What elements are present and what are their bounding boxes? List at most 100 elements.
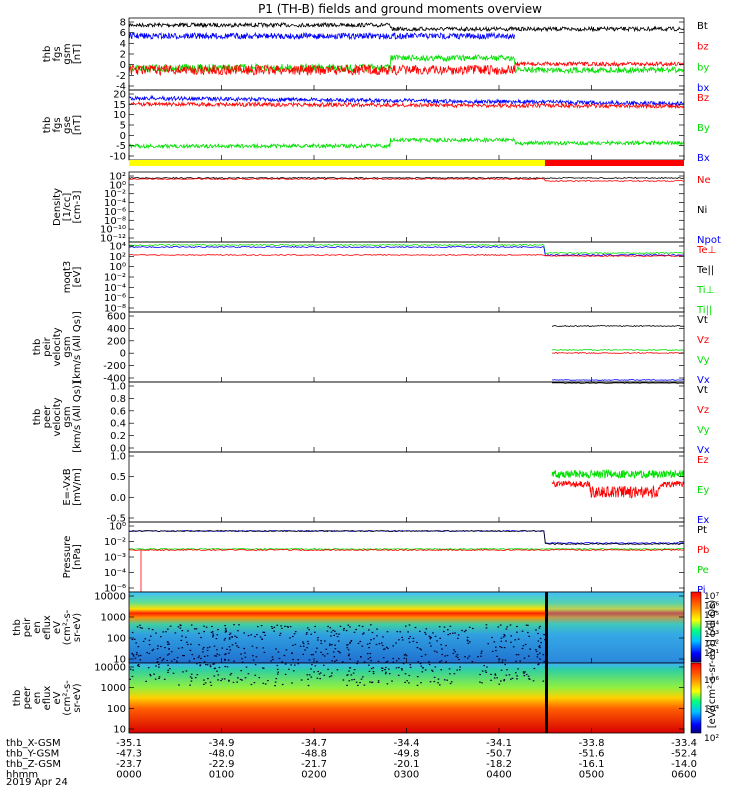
spectrogram-pixel: [349, 642, 351, 644]
spectrogram-pixel: [240, 653, 242, 655]
legend-pressure: Pt: [697, 525, 707, 536]
spectrogram-pixel: [131, 675, 134, 678]
legend-pressure: Pb: [697, 545, 709, 556]
y-tick-label: 15: [113, 100, 126, 111]
colorbar-peer: [690, 662, 702, 734]
plot-area-velocity-gsm: [551, 324, 684, 381]
plot-area-density: [129, 176, 684, 182]
spectrogram-pixel: [375, 643, 378, 646]
spectrogram-pixel: [193, 658, 195, 660]
spectrogram-pixel: [490, 673, 492, 675]
legend-density: Ne: [697, 175, 711, 186]
spectrogram-pixel: [508, 674, 511, 676]
spectrogram-pixel: [245, 666, 248, 668]
spectrogram-pixel: [349, 667, 352, 669]
spectrogram-pixel: [161, 660, 164, 662]
spectrogram-pixel: [224, 665, 226, 668]
spectrogram-pixel: [224, 631, 227, 633]
spectrogram-pixel: [149, 675, 152, 677]
spectrogram-pixel: [323, 674, 326, 676]
spectrogram-pixel: [352, 672, 355, 674]
colorbar-tick: 10²: [704, 734, 719, 744]
y-axis-label: [nPa]: [72, 544, 83, 570]
spectrogram-pixel: [359, 640, 362, 643]
spectrogram-pixel: [262, 667, 264, 669]
spectrogram-pixel: [338, 633, 340, 635]
spectrogram-pixel: [424, 669, 427, 671]
spectrogram-pixel: [381, 670, 384, 672]
spectrogram-pixel: [292, 644, 294, 646]
spectrogram-peir-late: [547, 592, 684, 663]
spectrogram-pixel: [387, 647, 389, 649]
spectrogram-pixel: [257, 626, 259, 628]
spectrogram-pixel: [276, 664, 279, 667]
spectrogram-pixel: [316, 639, 319, 641]
y-tick-label: 10⁰: [109, 262, 126, 273]
spectrogram-pixel: [203, 655, 206, 657]
spectrogram-pixel: [326, 630, 329, 632]
spectrogram-pixel: [395, 667, 398, 669]
x-axis-row-label: thb_Y-GSM: [6, 749, 59, 760]
spectrogram-pixel: [158, 677, 160, 679]
x-axis-value: 0100: [209, 770, 234, 781]
x-axis-value: 0300: [394, 770, 419, 781]
spectrogram-pixel: [372, 671, 375, 673]
spectrogram-pixel: [464, 656, 466, 658]
spectrogram-pixel: [510, 641, 512, 643]
spectrogram-pixel: [396, 631, 399, 633]
spectrogram-pixel: [212, 633, 214, 635]
spectrogram-pixel: [370, 660, 372, 662]
spectrogram-pixel: [457, 637, 459, 639]
spectrogram-pixel: [429, 681, 432, 683]
y-axis-label: velocity: [52, 327, 63, 366]
spectrogram-pixel: [272, 658, 274, 661]
spectrogram-pixel: [190, 673, 193, 675]
spectrogram-pixel: [151, 629, 154, 631]
spectrogram-pixel: [164, 647, 166, 649]
spectrogram-pixel: [194, 677, 197, 679]
spectrogram-pixel: [293, 633, 296, 635]
spectrogram-pixel: [331, 644, 333, 646]
spectrogram-pixel: [149, 673, 151, 676]
spectrogram-pixel: [218, 666, 221, 669]
spectrogram-pixel: [382, 657, 385, 659]
spectrogram-pixel: [456, 654, 459, 656]
spectrogram-pixel: [453, 673, 456, 675]
spectrogram-pixel: [522, 671, 525, 673]
spectrogram-pixel: [209, 666, 212, 668]
spectrogram-pixel: [313, 671, 315, 673]
spectrogram-pixel: [392, 645, 394, 647]
colorbar-tick: 10⁷: [704, 592, 719, 602]
x-axis-value: -34.9: [209, 738, 235, 749]
spectrogram-pixel: [505, 628, 508, 630]
spectrogram-pixel: [297, 663, 300, 665]
x-axis-value: -14.0: [671, 759, 697, 770]
spectrogram-pixel: [320, 651, 322, 653]
y-axis-label: peir: [22, 617, 33, 637]
spectrogram-pixel: [517, 668, 519, 670]
spectrogram-pixel: [264, 634, 266, 636]
spectrogram-pixel: [500, 680, 502, 682]
spectrogram-pixel: [169, 625, 172, 627]
spectrogram-pixel: [536, 653, 539, 656]
spectrogram-pixel: [399, 631, 402, 633]
spectrogram-pixel: [160, 636, 162, 638]
spectrogram-pixel: [256, 634, 258, 636]
spectrogram-pixel: [384, 648, 386, 650]
spectrogram-pixel: [233, 624, 235, 626]
spectrogram-pixel: [480, 650, 483, 652]
spectrogram-pixel: [262, 667, 265, 669]
spectrogram-pixel: [523, 672, 525, 674]
spectrogram-pixel: [398, 639, 400, 641]
y-tick-label: 10⁻¹⁰: [100, 225, 126, 236]
y-tick-label: 20: [113, 90, 126, 101]
spectrogram-pixel: [522, 645, 525, 647]
y-axis-label: gsm: [62, 336, 73, 357]
spectrogram-pixel: [142, 640, 145, 642]
spectrogram-pixel: [332, 651, 335, 653]
spectrogram-pixel: [331, 660, 333, 662]
spectrogram-pixel: [276, 668, 279, 670]
spectrogram-pixel: [524, 643, 527, 646]
spectrogram-pixel: [441, 648, 443, 650]
spectrogram-pixel: [543, 634, 545, 636]
